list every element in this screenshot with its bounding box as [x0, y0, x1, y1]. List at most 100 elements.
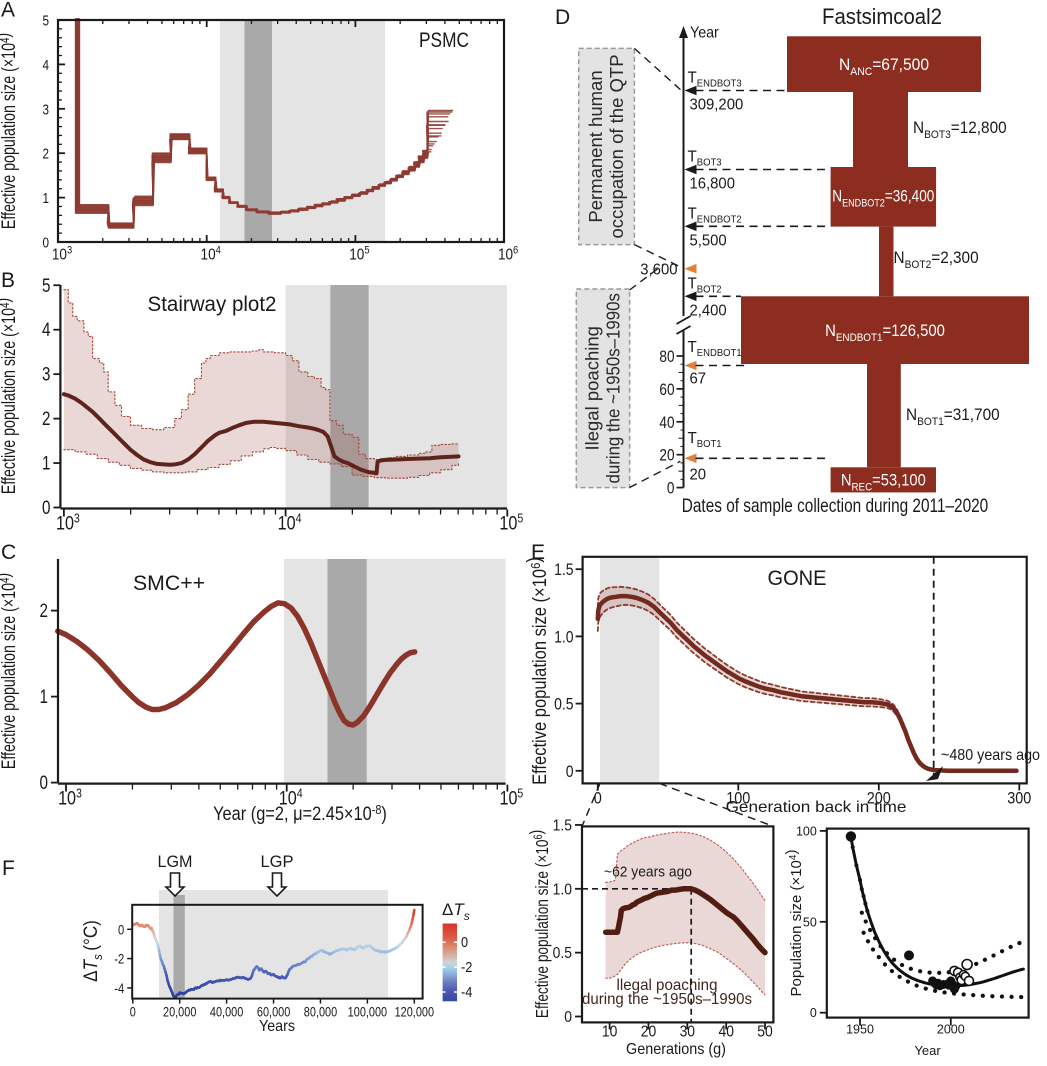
svg-text:Dates of sample collection dur: Dates of sample collection during 2011–2…: [682, 494, 988, 516]
svg-text:105: 105: [499, 512, 523, 534]
svg-text:NENDBOT1=126,500: NENDBOT1=126,500: [825, 322, 945, 344]
svg-text:-4: -4: [461, 983, 473, 1000]
svg-text:2000: 2000: [937, 1023, 965, 1037]
svg-text:Ilegal poaching: Ilegal poaching: [582, 326, 603, 450]
svg-text:-2: -2: [461, 958, 473, 975]
svg-text:Permanent human: Permanent human: [585, 70, 606, 222]
svg-text:40,000: 40,000: [210, 1004, 243, 1020]
svg-text:PSMC: PSMC: [419, 30, 469, 53]
svg-text:103: 103: [56, 512, 80, 534]
svg-text:0: 0: [42, 234, 49, 251]
svg-text:4: 4: [42, 57, 49, 74]
svg-text:1.5: 1.5: [553, 817, 572, 835]
svg-text:0: 0: [667, 479, 675, 498]
svg-text:0.5: 0.5: [553, 944, 572, 962]
svg-text:50: 50: [757, 1023, 772, 1041]
svg-text:1.0: 1.0: [554, 628, 573, 646]
svg-text:~480 years ago: ~480 years ago: [941, 748, 1040, 765]
svg-text:3: 3: [42, 363, 50, 385]
svg-text:D: D: [555, 6, 570, 29]
svg-text:Effective population size (×10: Effective population size (×104): [0, 33, 20, 229]
svg-text:300: 300: [1007, 789, 1031, 807]
svg-text:80: 80: [659, 348, 674, 367]
svg-text:~62 years ago: ~62 years ago: [604, 864, 692, 880]
svg-text:0: 0: [118, 922, 124, 937]
svg-text:Year (g=2, μ=2.45×10-8): Year (g=2, μ=2.45×10-8): [213, 802, 387, 824]
svg-text:0: 0: [566, 763, 574, 781]
svg-text:C: C: [1, 541, 16, 564]
svg-text:2: 2: [40, 599, 48, 621]
svg-text:during the ~1950s–1990s: during the ~1950s–1990s: [603, 293, 624, 483]
svg-text:100,000: 100,000: [348, 1004, 387, 1020]
svg-text:20,000: 20,000: [163, 1004, 196, 1020]
svg-text:SMC++: SMC++: [133, 572, 205, 595]
svg-text:2,400: 2,400: [690, 302, 727, 320]
svg-text:309,200: 309,200: [690, 96, 744, 114]
svg-text:30: 30: [680, 1023, 695, 1041]
svg-text:B: B: [1, 269, 15, 292]
svg-text:60,000: 60,000: [257, 1004, 290, 1020]
svg-text:4: 4: [42, 319, 51, 341]
svg-text:0: 0: [564, 1008, 572, 1026]
svg-text:ΔTs (°C): ΔTs (°C): [80, 920, 105, 982]
svg-text:60: 60: [659, 381, 674, 400]
svg-text:0: 0: [810, 1006, 817, 1020]
svg-text:Generation back in time: Generation back in time: [726, 798, 907, 816]
svg-text:Stairway plot2: Stairway plot2: [148, 293, 277, 316]
svg-text:1.5: 1.5: [554, 561, 573, 579]
svg-text:16,800: 16,800: [690, 175, 735, 193]
svg-text:0: 0: [42, 496, 50, 518]
svg-text:67: 67: [690, 370, 707, 388]
svg-text:120,000: 120,000: [395, 1004, 434, 1020]
svg-text:Effective population size (×10: Effective population size (×104): [0, 573, 20, 769]
svg-text:3,600: 3,600: [640, 261, 677, 279]
svg-text:103: 103: [58, 787, 82, 809]
svg-text:-2: -2: [114, 951, 124, 966]
svg-text:40: 40: [659, 413, 674, 432]
svg-text:1: 1: [42, 190, 49, 207]
svg-text:E: E: [531, 541, 545, 564]
svg-text:20: 20: [659, 446, 674, 465]
svg-text:2: 2: [42, 145, 49, 162]
svg-text:Effective population size (×10: Effective population size (×104): [0, 298, 20, 494]
svg-text:LGM: LGM: [157, 852, 192, 871]
svg-text:1: 1: [40, 685, 48, 707]
svg-text:-4: -4: [114, 981, 124, 996]
svg-text:1.0: 1.0: [553, 880, 572, 898]
svg-text:200: 200: [867, 789, 891, 807]
svg-text:5: 5: [42, 274, 50, 296]
svg-text:0: 0: [130, 1004, 136, 1020]
svg-text:GONE: GONE: [768, 567, 827, 591]
svg-text:Year: Year: [690, 25, 719, 42]
svg-text:100: 100: [796, 824, 817, 838]
svg-text:0: 0: [594, 789, 602, 807]
svg-text:80,000: 80,000: [304, 1004, 337, 1020]
svg-text:40: 40: [718, 1023, 733, 1041]
svg-text:Population size (×104): Population size (×104): [783, 850, 805, 997]
svg-text:10: 10: [602, 1023, 617, 1041]
svg-text:F: F: [2, 857, 15, 880]
svg-text:LGP: LGP: [261, 852, 294, 871]
svg-text:during the ~1950s–1990s: during the ~1950s–1990s: [582, 991, 752, 1008]
svg-text:50: 50: [803, 915, 817, 929]
svg-text:105: 105: [499, 787, 523, 809]
svg-text:2: 2: [42, 407, 50, 429]
svg-text:Year: Year: [914, 1043, 941, 1058]
svg-text:0.5: 0.5: [554, 696, 573, 714]
svg-text:5: 5: [42, 12, 49, 29]
svg-text:100: 100: [726, 789, 750, 807]
svg-text:occupation of the QTP: occupation of the QTP: [606, 54, 627, 238]
svg-text:0: 0: [461, 933, 468, 950]
svg-text:1950: 1950: [846, 1023, 874, 1037]
svg-text:Generations (g): Generations (g): [626, 1041, 726, 1059]
svg-text:20: 20: [690, 466, 707, 484]
svg-text:20: 20: [641, 1023, 656, 1041]
svg-text:A: A: [1, 0, 15, 22]
svg-text:Years: Years: [259, 1017, 295, 1035]
svg-text:1: 1: [42, 452, 50, 474]
svg-text:5,500: 5,500: [690, 232, 727, 250]
svg-text:llegal poaching: llegal poaching: [617, 977, 718, 994]
svg-text:Fastsimcoal2: Fastsimcoal2: [822, 5, 942, 29]
svg-text:0: 0: [40, 771, 48, 793]
svg-text:ΔTs: ΔTs: [442, 900, 470, 923]
